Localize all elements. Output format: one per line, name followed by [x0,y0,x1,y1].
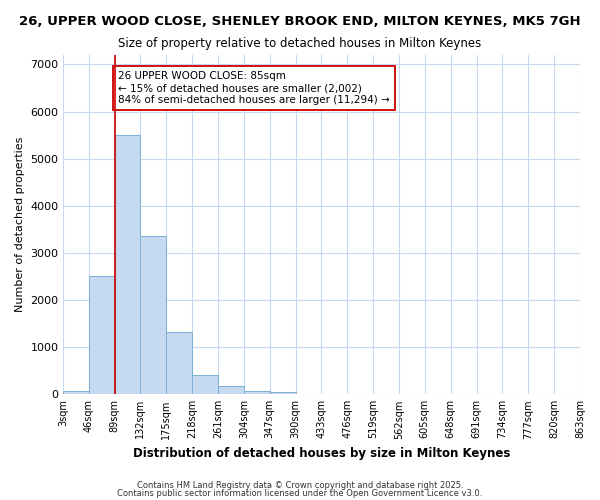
Bar [89,276,115,394]
Bar [115,135,140,394]
Text: Size of property relative to detached houses in Milton Keynes: Size of property relative to detached ho… [118,38,482,51]
Text: 26 UPPER WOOD CLOSE: 85sqm
← 15% of detached houses are smaller (2,002)
84% of s: 26 UPPER WOOD CLOSE: 85sqm ← 15% of deta… [118,72,390,104]
Bar [270,392,296,394]
Text: Contains public sector information licensed under the Open Government Licence v3: Contains public sector information licen… [118,489,482,498]
Text: 26, UPPER WOOD CLOSE, SHENLEY BROOK END, MILTON KEYNES, MK5 7GH: 26, UPPER WOOD CLOSE, SHENLEY BROOK END,… [19,15,581,28]
Bar [166,332,192,394]
Bar [140,236,166,394]
Bar [192,374,218,394]
Y-axis label: Number of detached properties: Number of detached properties [15,137,25,312]
Text: Contains HM Land Registry data © Crown copyright and database right 2025.: Contains HM Land Registry data © Crown c… [137,480,463,490]
X-axis label: Distribution of detached houses by size in Milton Keynes: Distribution of detached houses by size … [133,447,510,460]
Bar [218,386,244,394]
Bar [244,391,270,394]
Bar [63,391,89,394]
